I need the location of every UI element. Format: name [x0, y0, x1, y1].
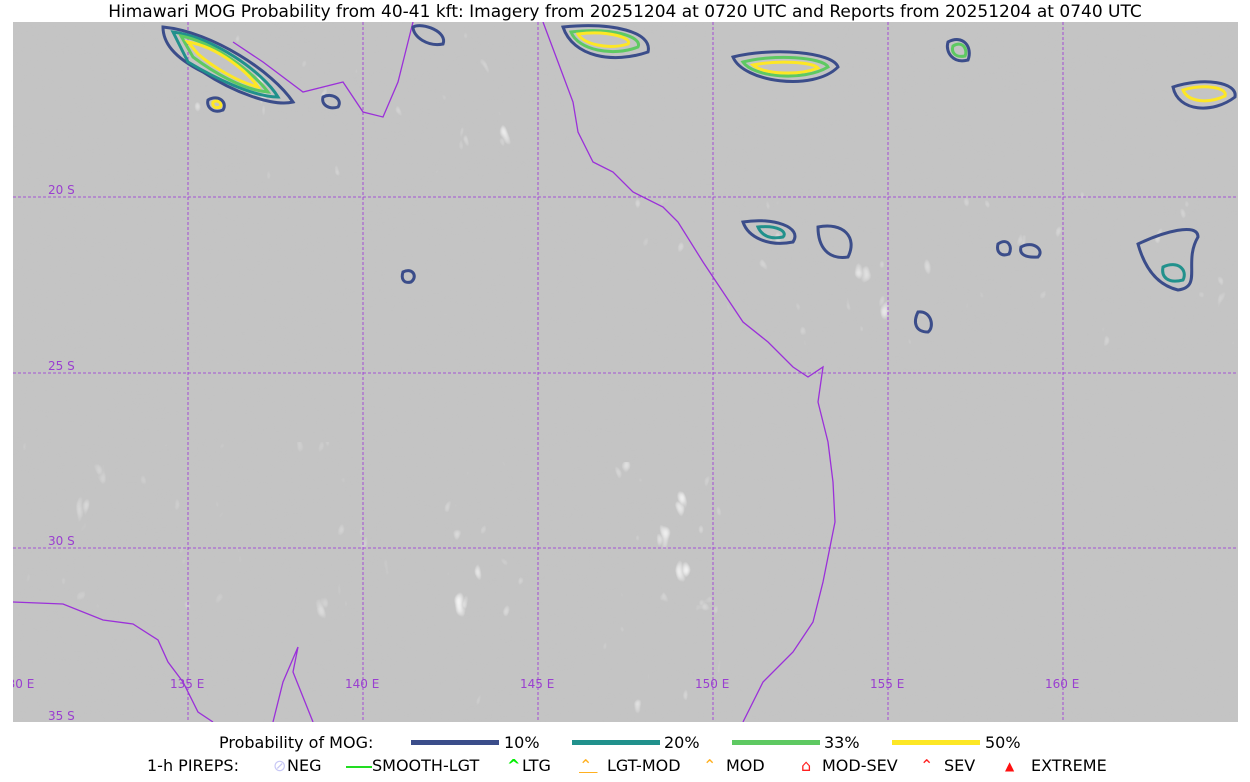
sev-icon: ⌃: [920, 756, 934, 775]
prob-50-swatch: [892, 740, 980, 745]
mod-caret-icon: ⌃: [703, 756, 717, 775]
map-title: Himawari MOG Probability from 40-41 kft:…: [108, 2, 1142, 22]
svg-text:145 E: 145 E: [520, 677, 554, 691]
pirep-lgt-mod-label: LGT-MOD: [607, 756, 681, 775]
pirep-sev-label: SEV: [944, 756, 976, 775]
prob-20-swatch: [572, 740, 660, 745]
svg-text:30 S: 30 S: [48, 534, 75, 548]
prob-33-label: 33%: [824, 733, 860, 752]
svg-text:25 S: 25 S: [48, 359, 75, 373]
svg-text:160 E: 160 E: [1045, 677, 1079, 691]
lgt-mod-caret-icon: ⌃: [579, 756, 598, 775]
coastline: [13, 22, 836, 722]
pirep-extreme-label: EXTREME: [1031, 756, 1107, 775]
pirep-mod-label: MOD: [726, 756, 765, 775]
pirep-legend-title: 1-h PIREPS:: [147, 756, 239, 775]
extreme-triangle-icon: ▲: [1005, 759, 1015, 773]
svg-text:150 E: 150 E: [695, 677, 729, 691]
mog-contours: [161, 24, 1237, 334]
prob-20-label: 20%: [664, 733, 700, 752]
pirep-ltg-label: LTG: [522, 756, 551, 775]
svg-text:135 E: 135 E: [170, 677, 204, 691]
ltg-caret-icon: ^: [507, 756, 521, 775]
lat-labels: 20 S 25 S 30 S 35 S: [48, 183, 75, 722]
lon-labels: 130 E 135 E 140 E 145 E 150 E 155 E 160 …: [13, 677, 1079, 691]
probability-legend: Probability of MOG: 10% 20% 33% 50%: [0, 733, 1250, 755]
svg-text:140 E: 140 E: [345, 677, 379, 691]
svg-text:35 S: 35 S: [48, 709, 75, 722]
svg-text:155 E: 155 E: [870, 677, 904, 691]
pirep-legend: 1-h PIREPS: ⊘ NEG SMOOTH-LGT ^ LTG ⌃ LGT…: [0, 756, 1250, 778]
satellite-map: 20 S 25 S 30 S 35 S 130 E 135 E 140 E 14…: [13, 22, 1238, 722]
smooth-line-icon: [346, 766, 372, 768]
pirep-mod-sev-label: MOD-SEV: [822, 756, 898, 775]
prob-10-label: 10%: [504, 733, 540, 752]
grid-lines: [13, 22, 1238, 722]
prob-50-label: 50%: [985, 733, 1021, 752]
svg-text:130 E: 130 E: [13, 677, 34, 691]
svg-text:20 S: 20 S: [48, 183, 75, 197]
prob-legend-title: Probability of MOG:: [219, 733, 374, 752]
mod-sev-icon: ⌂: [801, 756, 812, 775]
pirep-neg-label: NEG: [287, 756, 322, 775]
prob-10-swatch: [411, 740, 499, 745]
neg-circle-icon: ⊘: [273, 756, 287, 775]
pirep-smooth-lgt-label: SMOOTH-LGT: [372, 756, 480, 775]
prob-33-swatch: [732, 740, 820, 745]
